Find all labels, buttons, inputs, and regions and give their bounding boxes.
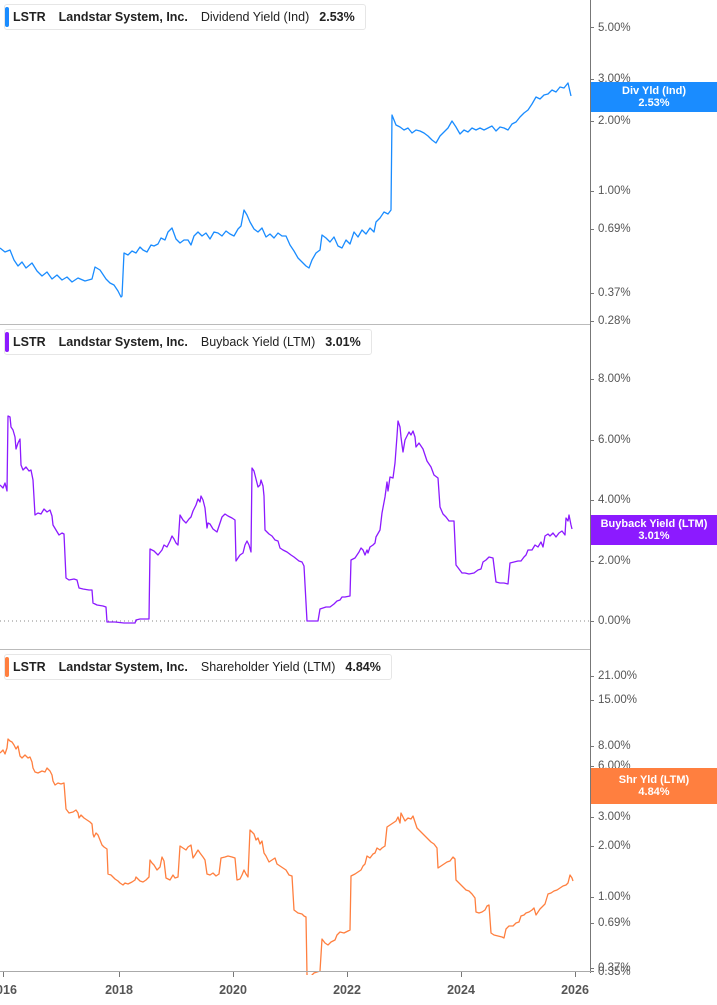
badge-value: 3.01% — [638, 530, 670, 542]
x-axis-line — [0, 971, 591, 972]
dividend-yield-legend: LSTR Landstar System, Inc. Dividend Yiel… — [4, 4, 366, 30]
ticker-label: LSTR — [13, 10, 46, 24]
badge-label: Shr Yld (LTM) — [618, 774, 690, 786]
y-tick-label: 8.00% — [598, 740, 631, 752]
y-tick — [590, 293, 594, 294]
y-tick-label: 3.00% — [598, 811, 631, 823]
x-tick-label: 2024 — [447, 983, 475, 997]
y-axis-line — [590, 0, 591, 325]
badge-label: Buyback Yield (LTM) — [600, 518, 708, 530]
badge-value: 4.84% — [638, 786, 670, 798]
shareholder-yield-panel: LSTR Landstar System, Inc. Shareholder Y… — [0, 650, 717, 1005]
y-tick — [590, 746, 594, 747]
metric-name: Dividend Yield (Ind) — [200, 10, 310, 24]
y-tick — [590, 27, 594, 28]
y-tick — [590, 621, 594, 622]
y-tick — [590, 500, 594, 501]
y-tick-label: 1.00% — [598, 185, 631, 197]
ticker-label: LSTR — [13, 660, 46, 674]
buyback-yield-line-chart — [0, 415, 590, 624]
y-tick-label: 0.35% — [598, 966, 631, 978]
y-tick — [590, 676, 594, 677]
y-tick-label: 21.00% — [598, 670, 638, 682]
panel-divider — [0, 324, 590, 325]
x-tick-label: 2016 — [0, 983, 17, 997]
metric-name: Buyback Yield (LTM) — [200, 335, 316, 349]
y-tick — [590, 191, 594, 192]
series-color-marker — [5, 332, 9, 352]
y-tick-label: 0.37% — [598, 962, 631, 974]
x-tick-label: 2018 — [105, 983, 133, 997]
shareholder-yield-legend: LSTR Landstar System, Inc. Shareholder Y… — [4, 654, 392, 680]
y-tick-label: 0.37% — [598, 287, 631, 299]
panel-divider — [0, 649, 590, 650]
y-tick — [590, 968, 594, 969]
y-tick — [590, 846, 594, 847]
dividend-yield-line-chart — [0, 82, 572, 298]
buyback-yield-panel: LSTR Landstar System, Inc. Buyback Yield… — [0, 325, 717, 650]
x-tick-label: 2026 — [561, 983, 589, 997]
company-name: Landstar System, Inc. — [58, 335, 188, 349]
y-axis-line — [590, 325, 591, 650]
badge-value: 2.53% — [638, 97, 670, 109]
x-tick-label: 2020 — [219, 983, 247, 997]
x-tick — [347, 972, 348, 977]
y-tick-label: 4.00% — [598, 494, 631, 506]
y-tick — [590, 897, 594, 898]
current-value-badge: Shr Yld (LTM) 4.84% — [591, 768, 717, 804]
y-tick — [590, 321, 594, 322]
y-tick — [590, 766, 594, 767]
current-value-badge: Buyback Yield (LTM) 3.01% — [591, 515, 717, 545]
x-tick — [3, 972, 4, 977]
y-tick — [590, 817, 594, 818]
y-tick-label: 0.00% — [598, 615, 631, 627]
ticker-label: LSTR — [13, 335, 46, 349]
company-name: Landstar System, Inc. — [58, 10, 188, 24]
y-tick — [590, 561, 594, 562]
x-tick — [461, 972, 462, 977]
badge-label: Div Yld (Ind) — [622, 85, 686, 97]
y-tick-label: 1.00% — [598, 891, 631, 903]
metric-name: Shareholder Yield (LTM) — [200, 660, 336, 674]
x-tick — [575, 972, 576, 977]
x-tick-label: 2022 — [333, 983, 361, 997]
metric-value: 2.53% — [319, 10, 355, 24]
series-color-marker — [5, 7, 9, 27]
y-tick — [590, 79, 594, 80]
y-tick — [590, 923, 594, 924]
series-color-marker — [5, 657, 9, 677]
x-tick — [119, 972, 120, 977]
y-tick-label: 0.28% — [598, 315, 631, 327]
y-tick-label: 0.69% — [598, 917, 631, 929]
metric-value: 3.01% — [325, 335, 361, 349]
y-tick-label: 8.00% — [598, 373, 631, 385]
y-tick — [590, 700, 594, 701]
y-tick-label: 2.00% — [598, 555, 631, 567]
y-tick — [590, 440, 594, 441]
current-value-badge: Div Yld (Ind) 2.53% — [591, 82, 717, 112]
metric-value: 4.84% — [345, 660, 381, 674]
y-tick-label: 0.69% — [598, 223, 631, 235]
y-tick-label: 6.00% — [598, 434, 631, 446]
x-tick — [233, 972, 234, 977]
y-axis-line — [590, 650, 591, 973]
y-tick — [590, 379, 594, 380]
y-tick — [590, 121, 594, 122]
y-tick-label: 15.00% — [598, 694, 638, 706]
y-tick-label: 2.00% — [598, 840, 631, 852]
company-name: Landstar System, Inc. — [58, 660, 188, 674]
y-tick — [590, 229, 594, 230]
y-tick-label: 5.00% — [598, 22, 631, 34]
buyback-yield-legend: LSTR Landstar System, Inc. Buyback Yield… — [4, 329, 372, 355]
y-tick — [590, 971, 594, 972]
dividend-yield-panel: LSTR Landstar System, Inc. Dividend Yiel… — [0, 0, 717, 327]
shareholder-yield-line-chart — [0, 738, 574, 975]
y-tick-label: 2.00% — [598, 115, 631, 127]
